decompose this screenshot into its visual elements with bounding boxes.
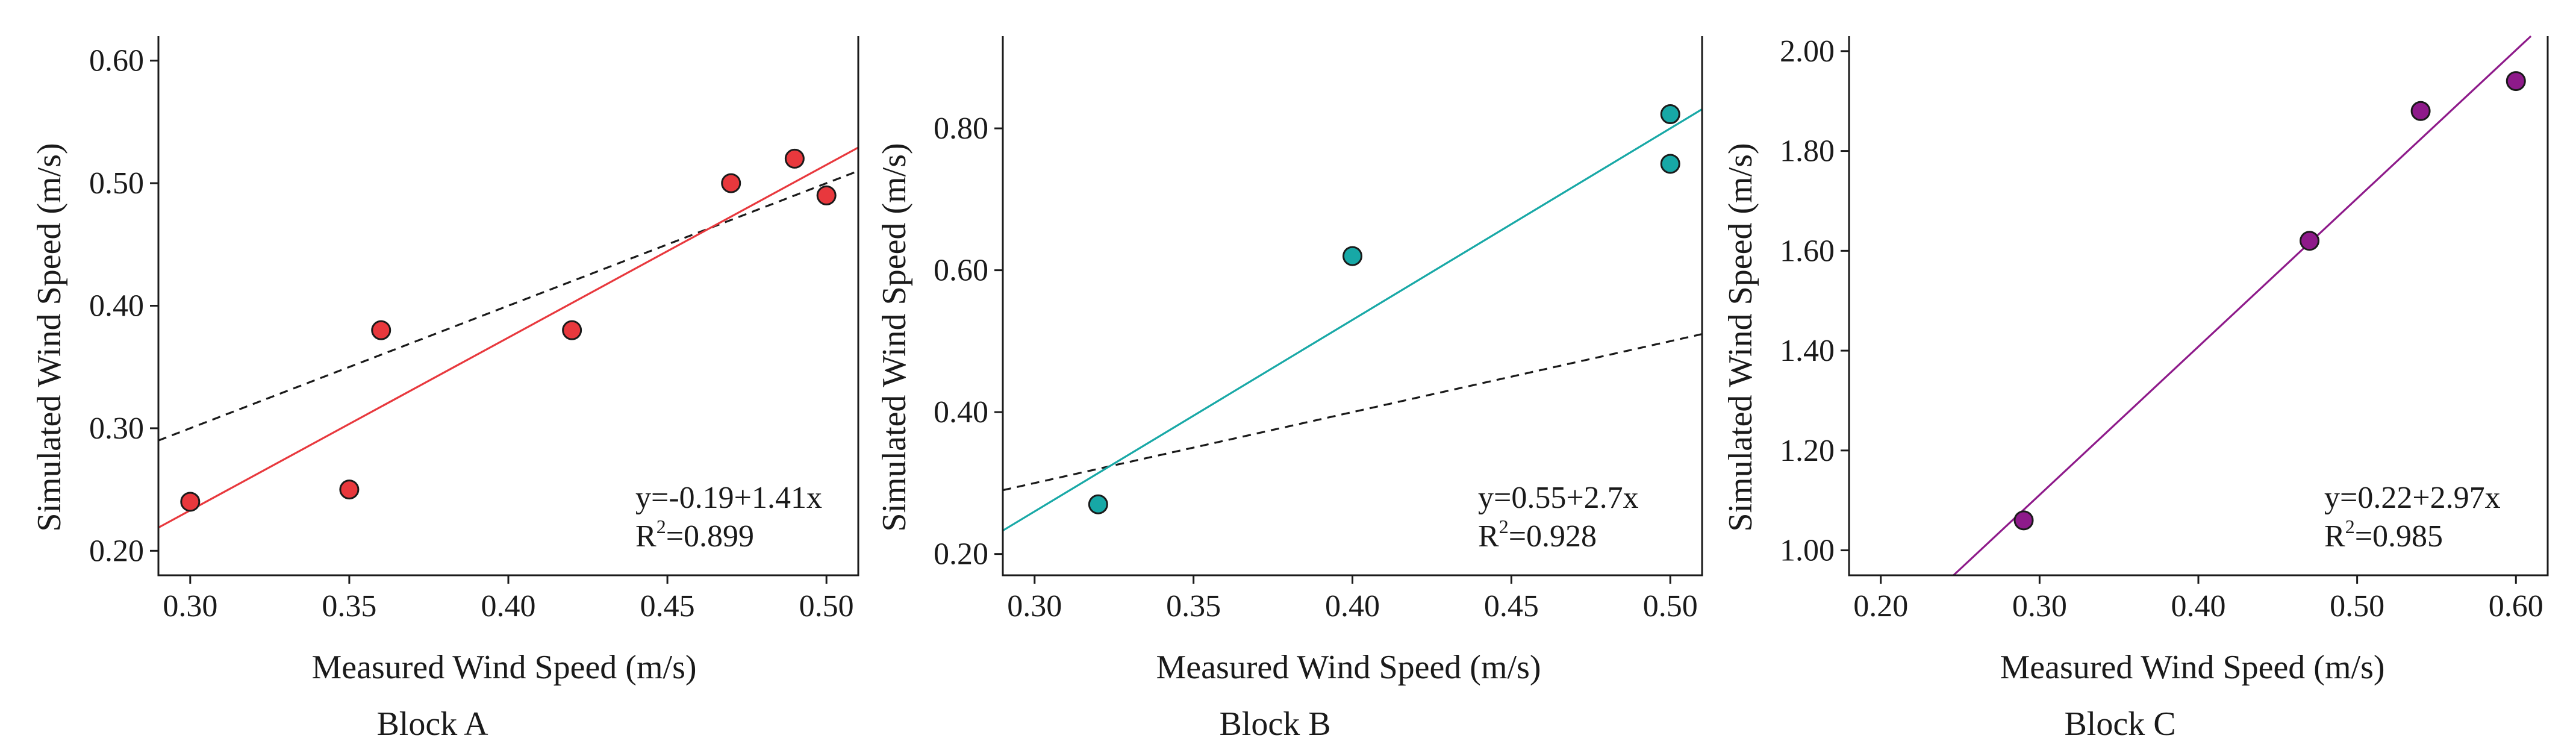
- r-squared-a-prefix: R: [635, 519, 656, 554]
- panel-block-c: Simulated Wind Speed (m/s) 1.001.201.401…: [1722, 34, 2549, 743]
- y-tick-label-c-0: 1.00: [1780, 534, 1835, 568]
- data-point-c-1: [2300, 231, 2320, 251]
- x-tick-label-b-2: 0.40: [1325, 589, 1380, 623]
- x-tick-label-a-4: 0.50: [799, 589, 854, 623]
- data-point-a-4: [721, 173, 741, 193]
- equation-c: y=0.22+2.97x: [2324, 481, 2501, 515]
- y-tick-label-a-0: 0.20: [89, 534, 144, 568]
- r-squared-a-value: =0.899: [666, 519, 754, 554]
- data-point-a-3: [562, 320, 582, 340]
- identity-line-b: [1002, 333, 1703, 492]
- r-squared-b-prefix: R: [1478, 519, 1499, 554]
- x-tick-label-a-0: 0.30: [163, 589, 217, 623]
- data-point-a-5: [784, 148, 805, 169]
- panel-block-b: Simulated Wind Speed (m/s) 0.200.400.600…: [876, 36, 1703, 743]
- x-tick-label-c-0: 0.20: [1853, 589, 1908, 623]
- r-squared-b: R2=0.928: [1478, 516, 1597, 554]
- r-squared-b-value: =0.928: [1509, 519, 1597, 554]
- r-squared-b-sup: 2: [1499, 516, 1509, 537]
- x-tick-label-c-2: 0.40: [2171, 589, 2226, 623]
- axis-frame-c: [1848, 36, 2549, 576]
- y-tick-label-c-3: 1.60: [1780, 234, 1835, 268]
- x-axis-title-b: Measured Wind Speed (m/s): [1156, 649, 1541, 686]
- x-tick-label-a-3: 0.45: [640, 589, 695, 623]
- data-point-b-2: [1660, 154, 1680, 174]
- data-point-c-3: [2506, 71, 2526, 92]
- r-squared-c-value: =0.985: [2355, 519, 2443, 554]
- y-tick-label-a-3: 0.50: [89, 166, 144, 201]
- y-tick-label-c-1: 1.20: [1780, 434, 1835, 468]
- y-tick-label-a-4: 0.60: [89, 44, 144, 78]
- axis-frame-a: [157, 36, 859, 576]
- data-point-a-0: [180, 492, 201, 512]
- y-tick-label-b-1: 0.40: [934, 395, 988, 430]
- y-ticks-c: 1.00 1.20 1.40 1.60 1.80 2.00: [1780, 34, 1849, 568]
- r-squared-a-sup: 2: [656, 516, 666, 537]
- x-axis-title-c: Measured Wind Speed (m/s): [2000, 649, 2384, 686]
- x-tick-label-b-3: 0.45: [1484, 589, 1539, 623]
- x-tick-label-b-4: 0.50: [1643, 589, 1698, 623]
- caption-a: Block A: [376, 705, 488, 743]
- data-point-b-1: [1343, 246, 1362, 266]
- caption-b: Block B: [1219, 705, 1330, 743]
- points-a: [180, 148, 837, 512]
- axis-frame-b: [1002, 36, 1703, 576]
- y-tick-label-b-2: 0.60: [934, 254, 988, 288]
- data-point-a-6: [816, 185, 837, 205]
- x-tick-label-a-2: 0.40: [481, 589, 536, 623]
- y-tick-label-c-4: 1.80: [1780, 134, 1835, 169]
- data-point-a-1: [339, 480, 360, 500]
- data-point-c-2: [2410, 101, 2431, 121]
- y-tick-label-b-0: 0.20: [934, 537, 988, 572]
- y-tick-label-a-1: 0.30: [89, 411, 144, 446]
- y-axis-title-b: Simulated Wind Speed (m/s): [876, 143, 913, 531]
- x-tick-label-b-0: 0.30: [1007, 589, 1062, 623]
- y-ticks-a: 0.20 0.30 0.40 0.50 0.60: [89, 44, 158, 568]
- fit-line-a: [158, 146, 859, 529]
- points-b: [1088, 104, 1680, 514]
- x-axis-title-a: Measured Wind Speed (m/s): [311, 649, 696, 686]
- equation-a: y=-0.19+1.41x: [635, 481, 822, 515]
- data-point-b-0: [1088, 494, 1108, 514]
- x-tick-label-a-1: 0.35: [322, 589, 376, 623]
- y-tick-label-c-2: 1.40: [1780, 334, 1835, 368]
- y-tick-label-b-3: 0.80: [934, 111, 988, 146]
- data-point-b-3: [1660, 104, 1680, 125]
- points-c: [2013, 71, 2526, 531]
- r-squared-a: R2=0.899: [635, 516, 754, 554]
- x-ticks-a: 0.30 0.35 0.40 0.45 0.50: [163, 575, 854, 623]
- fit-line-b: [1002, 108, 1703, 532]
- caption-c: Block C: [2064, 705, 2175, 743]
- x-ticks-b: 0.30 0.35 0.40 0.45 0.50: [1007, 575, 1698, 623]
- fit-line-c: [1953, 35, 2532, 576]
- y-tick-label-c-5: 2.00: [1780, 34, 1835, 69]
- r-squared-c-prefix: R: [2324, 519, 2345, 554]
- panel-block-a: Simulated Wind Speed (m/s) 0.200.300.400…: [31, 36, 859, 743]
- r-squared-c-sup: 2: [2345, 516, 2355, 537]
- y-tick-label-a-2: 0.40: [89, 289, 144, 323]
- r-squared-c: R2=0.985: [2324, 516, 2443, 554]
- data-point-c-0: [2013, 510, 2034, 531]
- x-tick-label-c-1: 0.30: [2012, 589, 2067, 623]
- x-tick-label-b-1: 0.35: [1166, 589, 1221, 623]
- data-point-a-2: [371, 320, 391, 340]
- y-ticks-b: 0.20 0.40 0.60 0.80: [934, 111, 1003, 572]
- x-tick-label-c-4: 0.60: [2489, 589, 2543, 623]
- y-axis-title-c: Simulated Wind Speed (m/s): [1722, 143, 1759, 531]
- equation-b: y=0.55+2.7x: [1478, 481, 1639, 515]
- x-tick-label-c-3: 0.50: [2330, 589, 2384, 623]
- identity-line-a: [158, 170, 859, 442]
- y-axis-title-a: Simulated Wind Speed (m/s): [31, 143, 68, 531]
- x-ticks-c: 0.20 0.30 0.40 0.50 0.60: [1853, 575, 2543, 623]
